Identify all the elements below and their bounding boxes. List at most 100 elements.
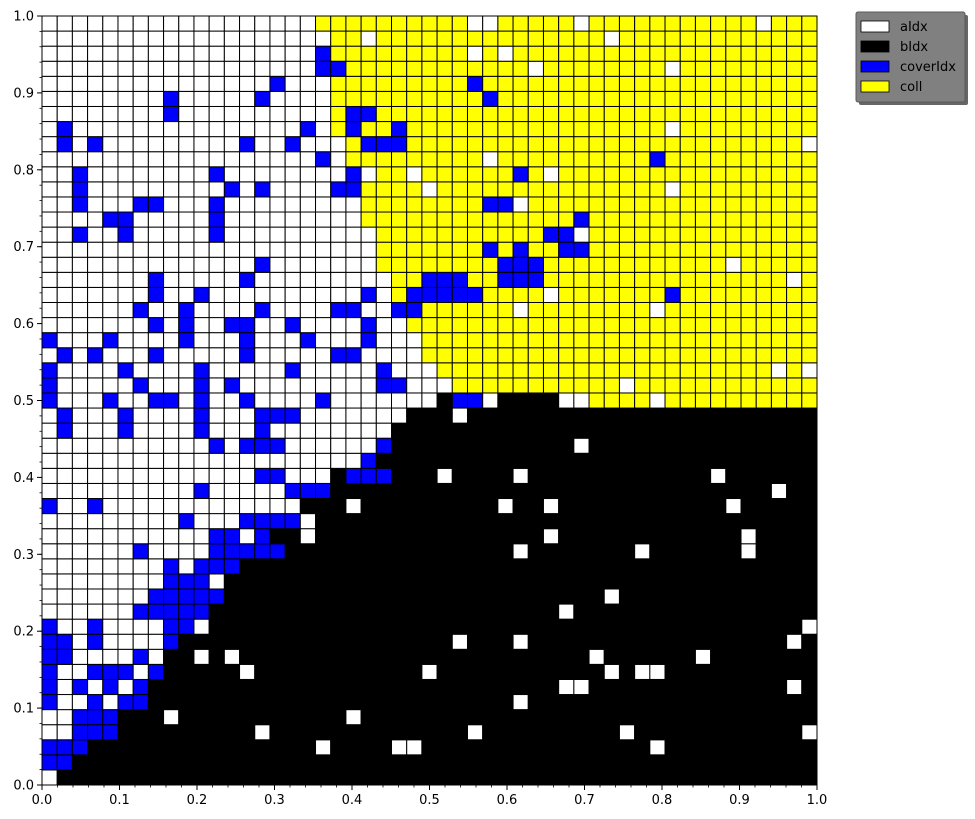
heatmap-cell (360, 498, 377, 515)
heatmap-cell (330, 618, 347, 635)
heatmap-cell (542, 618, 560, 635)
heatmap-cell (573, 241, 590, 258)
heatmap-cell (451, 121, 468, 138)
heatmap-cell (436, 15, 453, 32)
heatmap-cell (801, 498, 818, 515)
heatmap-cell (542, 648, 560, 665)
heatmap-cell (573, 75, 590, 92)
heatmap-cell (284, 196, 301, 213)
heatmap-cell (315, 151, 332, 168)
heatmap-cell (345, 633, 362, 650)
heatmap-cell (56, 769, 73, 786)
heatmap-cell (391, 633, 408, 650)
heatmap-cell (588, 558, 605, 575)
heatmap-cell (542, 226, 560, 243)
heatmap-cell (755, 694, 772, 711)
heatmap-cell (649, 317, 666, 334)
heatmap-cell (330, 543, 347, 560)
heatmap-cell (254, 362, 271, 379)
heatmap-cell (375, 498, 393, 515)
heatmap-cell (239, 30, 256, 47)
heatmap-cell (284, 754, 301, 771)
heatmap-cell (466, 256, 484, 273)
heatmap-cell (770, 452, 788, 469)
heatmap-cell (725, 769, 742, 786)
heatmap-cell (634, 15, 651, 32)
heatmap-cell (239, 739, 256, 756)
heatmap-cell (223, 513, 241, 530)
heatmap-cell (664, 422, 681, 439)
heatmap-cell (345, 694, 362, 711)
heatmap-cell (634, 498, 651, 515)
heatmap-cell (588, 317, 605, 334)
heatmap-cell (558, 362, 575, 379)
heatmap-cell (239, 422, 256, 439)
heatmap-cell (71, 769, 89, 786)
heatmap-cell (71, 121, 89, 138)
heatmap-cell (208, 498, 225, 515)
heatmap-cell (56, 241, 73, 258)
heatmap-cell (497, 573, 514, 590)
heatmap-cell (573, 317, 590, 334)
heatmap-cell (56, 588, 73, 605)
heatmap-cell (801, 332, 818, 349)
heatmap-cell (786, 769, 803, 786)
heatmap-cell (618, 467, 636, 484)
heatmap-cell (770, 317, 788, 334)
heatmap-cell (406, 15, 423, 32)
heatmap-cell (102, 528, 119, 545)
heatmap-cell (649, 543, 666, 560)
heatmap-cell (451, 226, 468, 243)
heatmap-cell (740, 769, 757, 786)
heatmap-cell (436, 603, 453, 620)
heatmap-cell (41, 121, 58, 138)
heatmap-cell (664, 347, 681, 364)
heatmap-cell (360, 30, 377, 47)
heatmap-cell (710, 467, 727, 484)
heatmap-cell (375, 196, 393, 213)
heatmap-cell (345, 663, 362, 680)
heatmap-cell (497, 166, 514, 183)
heatmap-cell (801, 513, 818, 530)
heatmap-cell (512, 90, 529, 107)
heatmap-cell (634, 528, 651, 545)
heatmap-cell (482, 151, 499, 168)
heatmap-cell (618, 754, 636, 771)
heatmap-cell (649, 256, 666, 273)
heatmap-cell (634, 271, 651, 288)
heatmap-cell (436, 30, 453, 47)
heatmap-cell (269, 498, 286, 515)
heatmap-cell (102, 15, 119, 32)
heatmap-cell (208, 362, 225, 379)
heatmap-cell (801, 528, 818, 545)
heatmap-cell (603, 362, 620, 379)
heatmap-cell (239, 196, 256, 213)
heatmap-cell (360, 694, 377, 711)
heatmap-cell (588, 377, 605, 394)
heatmap-cell (451, 558, 468, 575)
heatmap-cell (512, 482, 529, 500)
heatmap-cell (330, 286, 347, 303)
heatmap-cell (56, 437, 73, 454)
heatmap-cell (208, 241, 225, 258)
heatmap-cell (345, 271, 362, 288)
heatmap-cell (345, 558, 362, 575)
heatmap-cell (466, 754, 484, 771)
heatmap-cell (482, 603, 499, 620)
heatmap-cell (466, 45, 484, 62)
heatmap-cell (694, 407, 712, 424)
heatmap-cell (360, 709, 377, 726)
heatmap-cell (178, 437, 195, 454)
heatmap-cell (725, 286, 742, 303)
heatmap-cell (315, 121, 332, 138)
heatmap-cell (239, 211, 256, 228)
heatmap-cell (664, 407, 681, 424)
heatmap-cell (770, 271, 788, 288)
heatmap-cell (345, 422, 362, 439)
heatmap-cell (269, 739, 286, 756)
heatmap-cell (299, 422, 317, 439)
heatmap-cell (497, 588, 514, 605)
heatmap-cell (755, 709, 772, 726)
heatmap-cell (634, 317, 651, 334)
heatmap-cell (41, 196, 58, 213)
